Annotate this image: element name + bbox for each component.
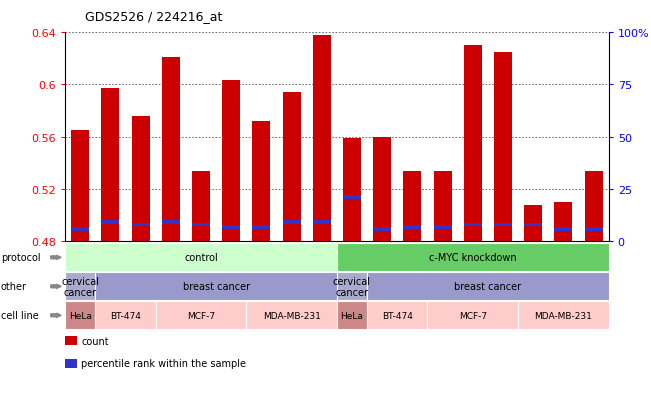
Bar bbox=[585, 171, 603, 242]
Bar bbox=[222, 81, 240, 242]
Bar bbox=[555, 227, 572, 231]
Text: protocol: protocol bbox=[1, 253, 40, 263]
Bar bbox=[555, 202, 572, 242]
Bar bbox=[464, 223, 482, 227]
Text: c-MYC knockdown: c-MYC knockdown bbox=[429, 253, 517, 263]
Text: cell line: cell line bbox=[1, 311, 38, 320]
Bar bbox=[464, 46, 482, 242]
Bar bbox=[585, 227, 603, 231]
Text: MDA-MB-231: MDA-MB-231 bbox=[534, 311, 592, 320]
Bar bbox=[312, 36, 331, 242]
Bar bbox=[71, 227, 89, 231]
Bar bbox=[132, 223, 150, 227]
Bar bbox=[343, 196, 361, 200]
Text: breast cancer: breast cancer bbox=[454, 282, 521, 292]
Text: MDA-MB-231: MDA-MB-231 bbox=[262, 311, 320, 320]
Text: GDS2526 / 224216_at: GDS2526 / 224216_at bbox=[85, 10, 222, 23]
Bar bbox=[524, 205, 542, 242]
Bar bbox=[102, 221, 120, 225]
Bar bbox=[102, 89, 120, 242]
Text: percentile rank within the sample: percentile rank within the sample bbox=[81, 358, 246, 368]
Bar bbox=[434, 171, 452, 242]
Bar bbox=[283, 221, 301, 225]
Bar bbox=[343, 139, 361, 242]
Text: BT-474: BT-474 bbox=[382, 311, 413, 320]
Text: MCF-7: MCF-7 bbox=[459, 311, 487, 320]
Bar bbox=[132, 116, 150, 242]
Bar bbox=[312, 221, 331, 225]
Bar bbox=[253, 122, 270, 242]
Text: HeLa: HeLa bbox=[69, 311, 92, 320]
Text: cervical
cancer: cervical cancer bbox=[333, 276, 371, 297]
Bar bbox=[71, 131, 89, 242]
Bar bbox=[373, 137, 391, 242]
Text: cervical
cancer: cervical cancer bbox=[61, 276, 99, 297]
Bar bbox=[524, 223, 542, 227]
Bar bbox=[494, 52, 512, 242]
Text: HeLa: HeLa bbox=[340, 311, 363, 320]
Bar bbox=[404, 225, 421, 229]
Bar bbox=[283, 93, 301, 242]
Bar bbox=[373, 227, 391, 231]
Text: other: other bbox=[1, 282, 27, 292]
Bar bbox=[192, 171, 210, 242]
Bar bbox=[494, 223, 512, 227]
Text: breast cancer: breast cancer bbox=[182, 282, 249, 292]
Bar bbox=[222, 225, 240, 229]
Bar bbox=[434, 225, 452, 229]
Bar bbox=[161, 221, 180, 225]
Text: BT-474: BT-474 bbox=[110, 311, 141, 320]
Bar bbox=[192, 223, 210, 227]
Bar bbox=[404, 171, 421, 242]
Bar bbox=[161, 58, 180, 242]
Text: count: count bbox=[81, 336, 109, 346]
Bar bbox=[253, 225, 270, 229]
Text: MCF-7: MCF-7 bbox=[187, 311, 215, 320]
Text: control: control bbox=[184, 253, 218, 263]
